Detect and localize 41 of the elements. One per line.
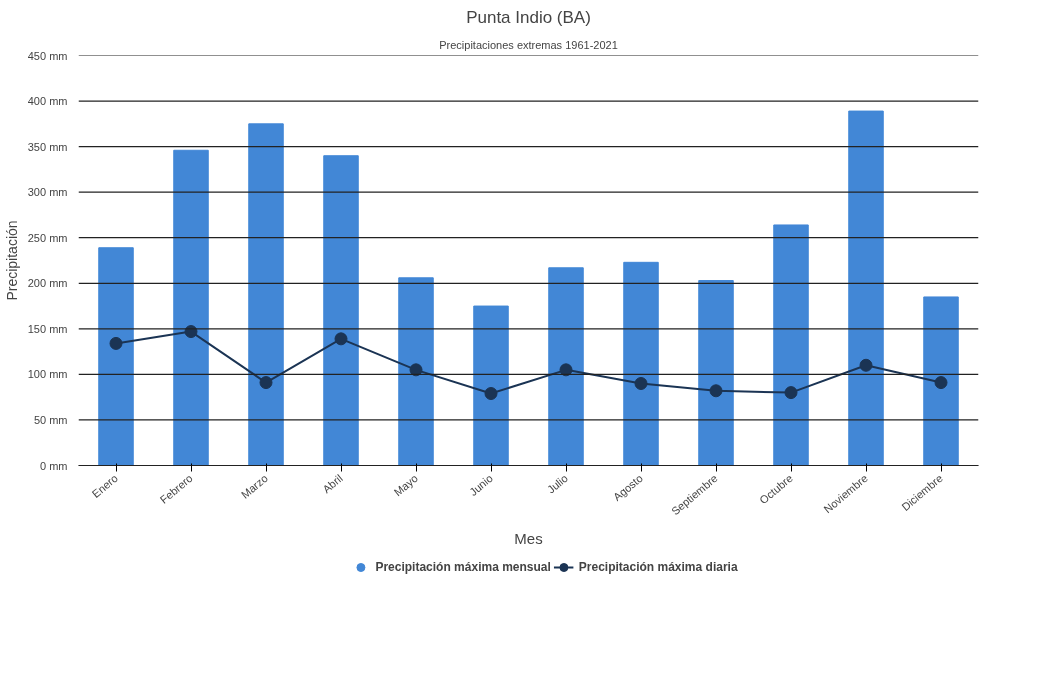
y-tick-label: 250 mm bbox=[27, 231, 68, 244]
point bbox=[784, 386, 798, 400]
x-tick-label: Julio bbox=[544, 471, 570, 496]
point bbox=[709, 384, 723, 398]
point bbox=[184, 325, 198, 339]
point bbox=[334, 332, 348, 346]
point bbox=[559, 363, 573, 377]
point bbox=[634, 377, 648, 390]
bar bbox=[248, 123, 284, 466]
y-tick-label: 300 mm bbox=[27, 186, 68, 199]
legend-label: Precipitación máxima mensual bbox=[375, 560, 551, 574]
bar bbox=[848, 110, 884, 466]
y-tick-label: 150 mm bbox=[27, 322, 68, 335]
bar bbox=[398, 277, 434, 466]
bar bbox=[773, 224, 809, 466]
bar bbox=[623, 261, 659, 466]
bar bbox=[923, 296, 959, 466]
x-axis-title: Mes bbox=[514, 529, 543, 547]
legend-label: Precipitación máxima diaria bbox=[578, 560, 738, 574]
chart-subtitle: Precipitaciones extremas 1961-2021 bbox=[439, 38, 618, 51]
bar bbox=[173, 149, 209, 466]
bar bbox=[698, 280, 734, 466]
y-tick-label: 50 mm bbox=[33, 413, 68, 426]
point bbox=[259, 376, 273, 390]
y-tick-label: 200 mm bbox=[27, 277, 68, 290]
point bbox=[859, 358, 873, 372]
point bbox=[409, 363, 423, 377]
bar bbox=[548, 267, 584, 466]
point bbox=[934, 376, 948, 390]
y-tick-label: 350 mm bbox=[27, 140, 68, 153]
y-axis-title: Precipitación bbox=[3, 220, 20, 301]
point bbox=[109, 336, 123, 350]
bar bbox=[98, 247, 134, 466]
bar bbox=[473, 305, 509, 466]
y-tick-label: 400 mm bbox=[27, 95, 68, 108]
y-tick-label: 100 mm bbox=[27, 368, 68, 381]
point bbox=[484, 387, 498, 401]
y-tick-label: 0 mm bbox=[40, 459, 68, 472]
y-tick-label: 450 mm bbox=[27, 49, 68, 62]
bar bbox=[323, 155, 359, 466]
chart-title: Punta Indio (BA) bbox=[466, 7, 591, 27]
